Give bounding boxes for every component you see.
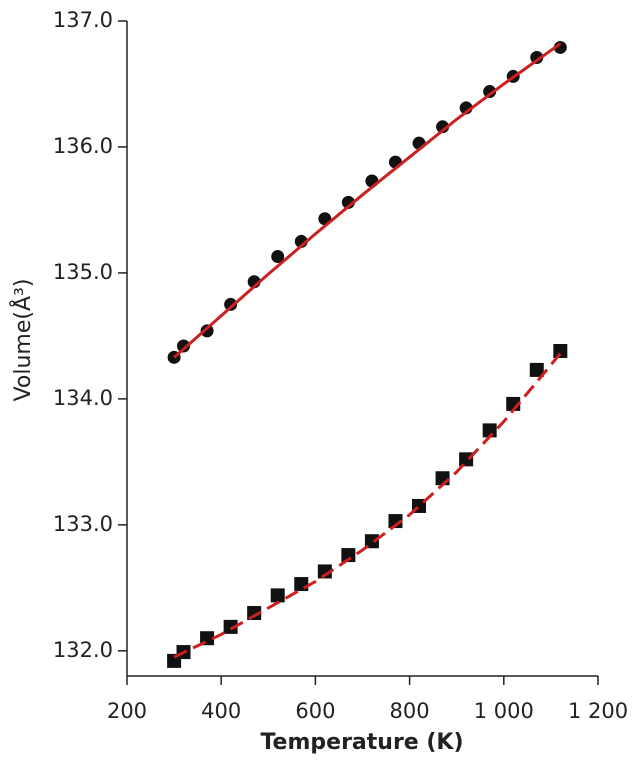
point — [482, 423, 497, 438]
point — [553, 344, 568, 359]
x-tick-label: 600 — [295, 699, 335, 723]
point — [270, 588, 285, 603]
point — [483, 85, 497, 99]
y-tick-label: 133.0 — [53, 512, 113, 536]
point — [271, 250, 285, 264]
x-axis-title: Temperature (K) — [260, 730, 463, 755]
fit-line — [173, 42, 562, 359]
point — [436, 120, 450, 134]
point — [529, 362, 544, 377]
y-tick-label: 136.0 — [53, 134, 113, 158]
x-tick-label: 800 — [390, 699, 430, 723]
fit-line — [173, 352, 562, 659]
point — [317, 564, 332, 579]
point — [223, 619, 238, 634]
y-axis-title: Volume(Å³) — [9, 279, 36, 402]
y-tick-label: 135.0 — [53, 260, 113, 284]
point — [224, 297, 238, 311]
x-tick-label: 200 — [107, 699, 147, 723]
y-tick-label: 132.0 — [53, 638, 113, 662]
point — [364, 534, 379, 549]
point — [200, 324, 214, 338]
x-tick-label: 1 000 — [474, 699, 534, 723]
x-tick-label: 1 200 — [568, 699, 628, 723]
point — [177, 339, 191, 353]
point — [294, 577, 309, 592]
point — [530, 51, 544, 65]
point — [341, 548, 356, 563]
y-tick-label: 137.0 — [53, 8, 113, 32]
x-tick-label: 400 — [201, 699, 241, 723]
y-tick-label: 134.0 — [53, 386, 113, 410]
point — [459, 452, 474, 467]
